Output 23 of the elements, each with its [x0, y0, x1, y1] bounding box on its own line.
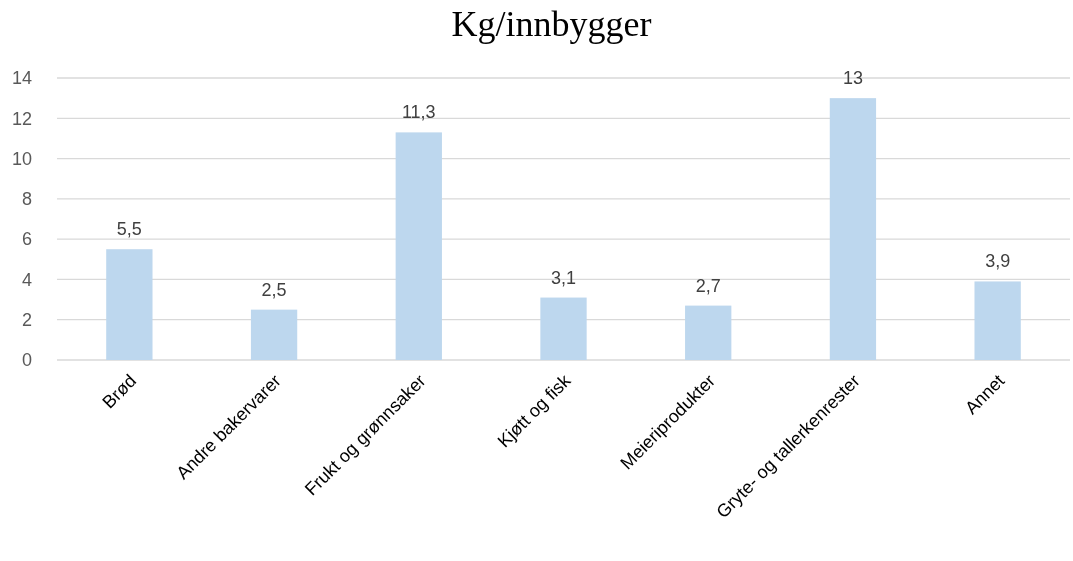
- bar: [395, 132, 442, 360]
- y-tick-label: 6: [21, 229, 32, 250]
- y-tick-label: 10: [11, 148, 32, 169]
- y-tick-label: 4: [21, 269, 32, 290]
- data-label: 13: [842, 68, 863, 89]
- data-label: 2,7: [695, 275, 721, 296]
- data-label: 5,5: [116, 219, 142, 240]
- y-tick-label: 0: [21, 350, 32, 371]
- data-label: 11,3: [401, 102, 436, 123]
- data-label: 3,9: [985, 251, 1011, 272]
- y-tick-label: 14: [11, 68, 32, 89]
- bar: [685, 305, 732, 360]
- y-tick-label: 12: [11, 108, 32, 129]
- bar: [106, 249, 153, 360]
- data-label: 3,1: [550, 267, 577, 288]
- bar: [829, 98, 877, 360]
- y-tick-label: 8: [21, 189, 32, 210]
- chart-title: Kg/innbygger: [451, 4, 652, 44]
- bar: [250, 309, 298, 360]
- data-label: 2,5: [261, 279, 287, 300]
- bar: [974, 281, 1021, 360]
- bar: [540, 297, 587, 360]
- y-tick-label: 2: [21, 310, 32, 331]
